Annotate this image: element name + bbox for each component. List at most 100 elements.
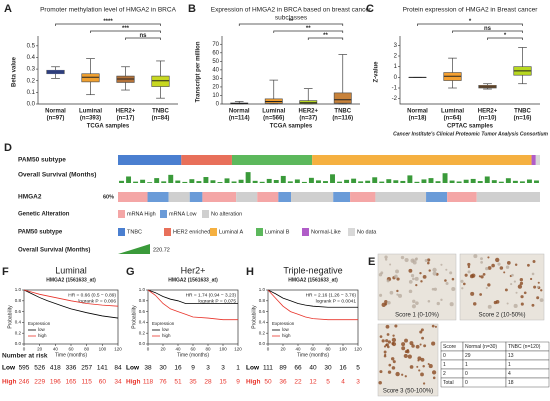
risk-value: 30 — [159, 365, 167, 372]
legend-swatch — [164, 228, 171, 236]
cell — [478, 275, 481, 278]
y-axis-label: Probability — [131, 305, 137, 329]
y-tick-label: 60 — [212, 50, 219, 56]
y-tick-label: 0.2 — [259, 330, 266, 335]
y-tick-label: 0.4 — [15, 320, 22, 325]
table-cell — [462, 359, 507, 370]
bar-segment — [426, 192, 448, 202]
cell — [434, 325, 437, 328]
n-label: (n=84) — [152, 116, 170, 122]
cell — [422, 382, 426, 385]
y-tick-label: 0.8 — [15, 298, 22, 303]
significance-bracket — [452, 30, 523, 33]
table-text: 1 — [465, 362, 468, 368]
cell — [462, 282, 466, 286]
cell — [420, 357, 425, 362]
cell — [387, 300, 391, 305]
os-bar — [245, 172, 251, 183]
cell — [487, 256, 490, 259]
risk-value: 38 — [144, 365, 152, 372]
row-label: PAM50 subtype — [18, 157, 66, 164]
cell — [445, 268, 448, 271]
cell — [506, 261, 511, 265]
y-tick-label: 0 — [394, 75, 398, 81]
y-tick-label: 0.4 — [139, 320, 146, 325]
cell — [419, 330, 423, 334]
survival-curve — [267, 289, 358, 321]
cell — [428, 364, 433, 369]
cell — [408, 280, 413, 284]
x-tick-label: 0 — [267, 347, 270, 352]
cell — [416, 365, 419, 368]
cell — [411, 344, 415, 348]
cell — [391, 341, 397, 347]
y-tick-label: 0.0 — [259, 341, 266, 346]
cell — [401, 342, 406, 347]
cell — [400, 255, 405, 260]
cell — [470, 291, 475, 296]
axis-line — [399, 36, 540, 105]
cell — [480, 257, 483, 261]
chart-title: Triple-negative — [283, 265, 342, 275]
cell — [384, 255, 388, 259]
risk-value: 9 — [236, 379, 240, 386]
x-tick-label: 0 — [147, 347, 150, 352]
n-label: (n=17) — [117, 116, 135, 122]
x-tick-label: 60 — [310, 347, 316, 352]
cell — [415, 301, 419, 305]
cell — [414, 276, 419, 281]
y-tick-label: 0.2 — [27, 78, 36, 84]
os-bar — [414, 181, 420, 183]
cell — [513, 303, 518, 309]
legend-label: Luminal A — [219, 229, 243, 235]
risk-row-label: High — [246, 379, 260, 386]
legend-title: Expression — [152, 321, 175, 326]
risk-value: 3 — [356, 379, 360, 386]
legend-label: Normal-Like — [311, 229, 341, 235]
bar-segment — [181, 155, 232, 165]
x-axis-label: Time (months) — [297, 352, 329, 358]
cell — [381, 339, 385, 343]
os-bar — [435, 181, 441, 183]
risk-value: 3 — [206, 365, 210, 372]
table-cell — [505, 377, 550, 388]
risk-value: 336 — [66, 365, 77, 372]
panel-label: A — [4, 3, 12, 15]
cell — [471, 273, 476, 278]
os-bar — [456, 181, 462, 183]
ihc-image — [377, 323, 439, 397]
cell — [485, 286, 488, 290]
y-axis-label: Probability — [7, 305, 13, 329]
y-tick-label: 0.0 — [15, 341, 22, 346]
y-tick-label: 2 — [394, 54, 398, 60]
box — [299, 100, 318, 104]
os-bar — [252, 180, 258, 183]
os-bar — [379, 181, 385, 183]
cell — [431, 287, 435, 291]
os-bar — [231, 181, 237, 183]
bar-segment — [168, 192, 190, 202]
y-tick-label: 70 — [212, 42, 219, 48]
risk-value: 16 — [174, 365, 182, 372]
y-tick-label: 40 — [212, 67, 219, 73]
risk-value: 141 — [97, 365, 108, 372]
os-bar — [189, 179, 195, 183]
cell — [392, 334, 395, 337]
os-bar — [217, 182, 223, 183]
y-tick-label: 0.3 — [27, 67, 36, 73]
x-axis-label: Time (months) — [55, 352, 87, 358]
row-label: Overall Survival (Months) — [18, 172, 96, 179]
risk-value: 28 — [204, 379, 212, 386]
x-axis-label: TCGA samples — [87, 124, 130, 130]
cell — [379, 335, 383, 338]
os-bar — [512, 180, 518, 183]
os-bar — [337, 181, 343, 183]
cell — [409, 365, 414, 369]
table-text: Score — [443, 344, 456, 350]
cell — [419, 271, 422, 275]
cell — [403, 353, 408, 359]
cell — [513, 280, 516, 283]
significance-label: ** — [289, 19, 294, 25]
x-tick-label: 120 — [114, 347, 122, 352]
